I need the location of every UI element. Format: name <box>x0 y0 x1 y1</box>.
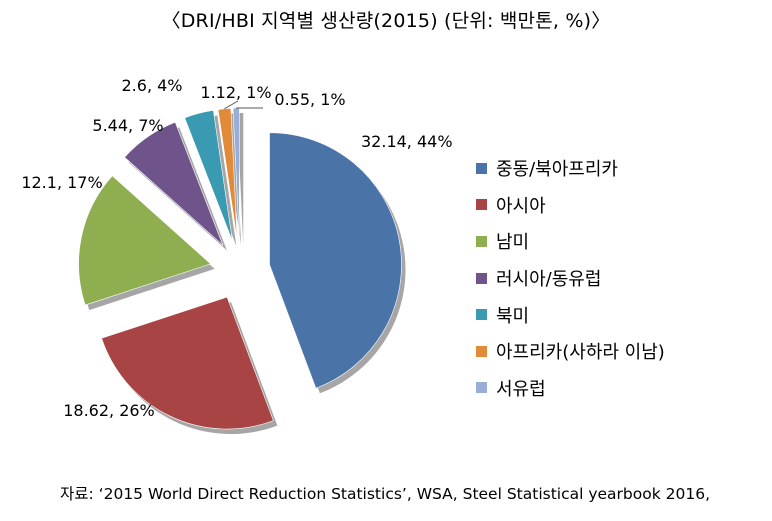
pie-slice <box>184 110 233 242</box>
data-label: 0.55, 1% <box>274 90 345 109</box>
legend-item: 서유럽 <box>476 370 665 407</box>
legend-swatch <box>476 382 487 394</box>
pie-slice <box>101 296 274 430</box>
legend-item: 북미 <box>476 296 665 333</box>
legend-item: 아시아 <box>476 187 665 224</box>
legend-item: 아프리카(사하라 이남) <box>476 333 665 370</box>
legend-swatch <box>476 199 487 211</box>
legend-item: 남미 <box>476 223 665 260</box>
source-note: 자료: ‘2015 World Direct Reduction Statist… <box>60 485 711 503</box>
data-label: 12.1, 17% <box>21 173 102 192</box>
pie-slice <box>78 175 212 306</box>
legend-swatch <box>476 309 487 321</box>
data-label: 32.14, 44% <box>361 132 453 151</box>
pie-slice <box>269 132 402 389</box>
legend-item: 중동/북아프리카 <box>476 150 665 187</box>
legend-label: 아시아 <box>496 195 546 217</box>
leader-line <box>224 100 239 110</box>
data-label: 2.6, 4% <box>122 76 183 95</box>
data-label: 5.44, 7% <box>92 116 163 135</box>
chart-title: 〈DRI/HBI 지역별 생산량(2015) (단위: 백만톤, %)〉 <box>161 10 611 32</box>
pie-slice <box>124 121 224 246</box>
legend-swatch <box>476 345 487 357</box>
legend-swatch <box>476 272 487 284</box>
data-label: 1.12, 1% <box>200 83 271 102</box>
legend-label: 아프리카(사하라 이남) <box>496 342 665 364</box>
data-label: 18.62, 26% <box>63 401 155 420</box>
legend-label: 러시아/동유럽 <box>496 269 602 291</box>
legend-label: 남미 <box>496 232 530 254</box>
legend-label: 북미 <box>496 305 530 327</box>
legend-label: 중동/북아프리카 <box>496 159 618 181</box>
legend-swatch <box>476 235 487 247</box>
legend-swatch <box>476 162 487 174</box>
legend-item: 러시아/동유럽 <box>476 260 665 297</box>
legend-label: 서유럽 <box>496 378 546 400</box>
